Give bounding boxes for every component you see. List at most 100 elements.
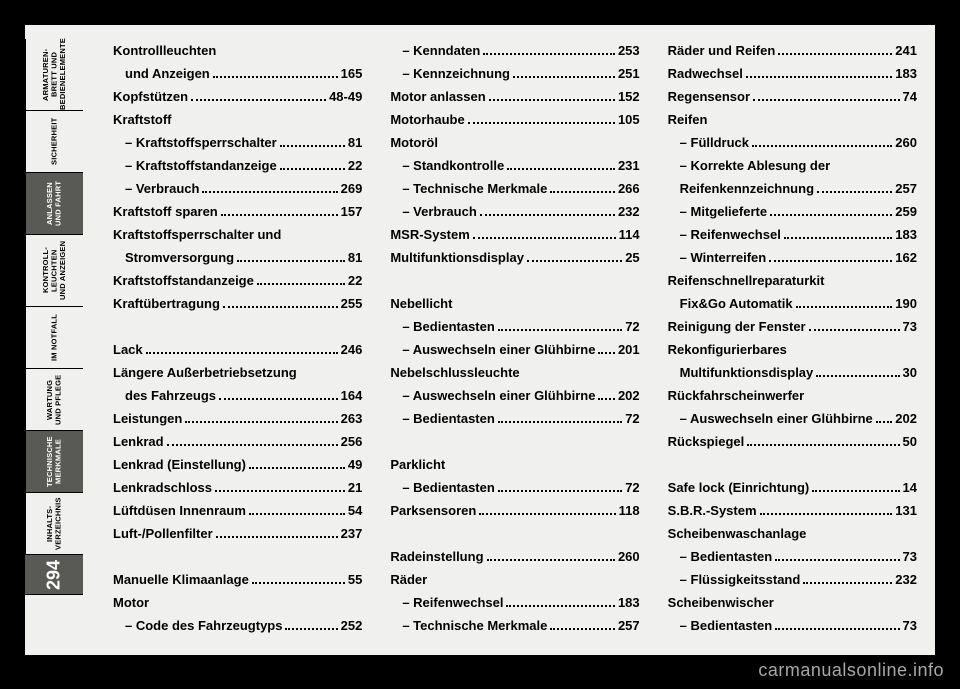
index-entry: – Korrekte Ablesung der — [668, 154, 917, 177]
index-entry: – Technische Merkmale 266 — [390, 177, 639, 200]
index-entry: des Fahrzeugs164 — [113, 384, 362, 407]
index-entry-label: Multifunktionsdisplay — [390, 246, 524, 269]
index-entry-label: – Kenndaten — [402, 39, 480, 62]
index-entry-label: Multifunktionsdisplay — [680, 361, 814, 384]
index-entry-page: 256 — [341, 430, 363, 453]
index-entry: – Auswechseln einer Glühbirne202 — [668, 407, 917, 430]
leader-dots — [747, 444, 899, 446]
index-entry-label: Rückspiegel — [668, 430, 745, 453]
index-entry-label: Motorhaube — [390, 108, 464, 131]
index-entry: – Reifenwechsel183 — [390, 591, 639, 614]
index-entry-label: – Verbrauch — [125, 177, 199, 200]
index-entry-page: 55 — [348, 568, 362, 591]
index-entry-page: 81 — [348, 131, 362, 154]
index-entry-label: Radeinstellung — [390, 545, 483, 568]
index-entry-label: Reifenschnellreparaturkit — [668, 269, 825, 292]
index-entry-label: Radwechsel — [668, 62, 743, 85]
index-entry-label: – Auswechseln einer Glühbirne — [402, 384, 595, 407]
index-entry: Kraftstoffsperrschalter und — [113, 223, 362, 246]
index-entry: Manuelle Klimaanlage55 — [113, 568, 362, 591]
leader-dots — [498, 329, 622, 331]
index-entry-label: – Verbrauch — [402, 200, 476, 223]
leader-dots — [249, 513, 345, 515]
index-entry: – Kennzeichnung251 — [390, 62, 639, 85]
index-heading-label: Motor — [113, 591, 149, 614]
index-heading-label: Räder — [390, 568, 427, 591]
index-entry: – Kenndaten253 — [390, 39, 639, 62]
index-heading: Parklicht — [390, 453, 639, 476]
index-entry: Motorhaube105 — [390, 108, 639, 131]
index-entry: – Mitgelieferte259 — [668, 200, 917, 223]
leader-dots — [487, 559, 615, 561]
leader-dots — [507, 168, 615, 170]
index-entry-label: Lenkrad — [113, 430, 164, 453]
index-entry-label: Reinigung der Fenster — [668, 315, 806, 338]
index-entry: – Verbrauch269 — [113, 177, 362, 200]
side-tab: SICHERHEIT — [25, 111, 83, 173]
index-entry-page: 266 — [618, 177, 640, 200]
index-heading-label: Rückfahrscheinwerfer — [668, 384, 805, 407]
index-heading: Nebelschlussleuchte — [390, 361, 639, 384]
watermark: carmanualsonline.info — [758, 660, 944, 681]
index-entry-label: – Kennzeichnung — [402, 62, 510, 85]
index-entry-page: 246 — [341, 338, 363, 361]
index-entry-label: – Technische Merkmale — [402, 177, 547, 200]
index-entry: – Bedientasten73 — [668, 545, 917, 568]
index-entry: – Reifenwechsel183 — [668, 223, 917, 246]
index-entry-page: 257 — [895, 177, 917, 200]
index-heading: Räder — [390, 568, 639, 591]
index-entry: Lenkrad (Einstellung)49 — [113, 453, 362, 476]
index-entry-page: 72 — [625, 476, 639, 499]
index-entry-page: 255 — [341, 292, 363, 315]
leader-dots — [803, 582, 892, 584]
index-entry-page: 164 — [341, 384, 363, 407]
index-heading: Scheibenwischer — [668, 591, 917, 614]
index-column-1: Kontrollleuchtenund Anzeigen165Kopfstütz… — [113, 39, 362, 645]
index-entry-label: MSR-System — [390, 223, 469, 246]
index-entry-page: 72 — [625, 407, 639, 430]
leader-dots — [215, 490, 345, 492]
index-entry-label: S.B.R.-System — [668, 499, 757, 522]
index-entry-label: Kraftstoff sparen — [113, 200, 218, 223]
index-entry-page: 165 — [341, 62, 363, 85]
index-entry: – Auswechseln einer Glühbirne202 — [390, 384, 639, 407]
spacer — [113, 545, 362, 568]
leader-dots — [219, 398, 338, 400]
index-column-3: Räder und Reifen241Radwechsel183Regensen… — [668, 39, 917, 645]
index-entry: und Anzeigen165 — [113, 62, 362, 85]
leader-dots — [796, 306, 893, 308]
index-content: Kontrollleuchtenund Anzeigen165Kopfstütz… — [83, 25, 935, 655]
index-entry: Lenkradschloss21 — [113, 476, 362, 499]
index-entry-label: Fix&Go Automatik — [680, 292, 793, 315]
index-entry-page: 48-49 — [329, 85, 362, 108]
index-entry-page: 74 — [903, 85, 917, 108]
index-entry-label: – Bedientasten — [680, 545, 772, 568]
index-heading: Kraftstoff — [113, 108, 362, 131]
index-entry-label: Motor anlassen — [390, 85, 485, 108]
index-heading-label: Reifen — [668, 108, 708, 131]
leader-dots — [550, 191, 615, 193]
index-entry-page: 50 — [903, 430, 917, 453]
index-entry-page: 14 — [903, 476, 917, 499]
index-entry: Rückspiegel 50 — [668, 430, 917, 453]
index-entry: Reinigung der Fenster73 — [668, 315, 917, 338]
leader-dots — [876, 421, 892, 423]
index-entry: Reifenschnellreparaturkit — [668, 269, 917, 292]
leader-dots — [498, 490, 622, 492]
index-entry-label: Safe lock (Einrichtung) — [668, 476, 810, 499]
leader-dots — [249, 467, 345, 469]
leader-dots — [598, 398, 614, 400]
leader-dots — [167, 444, 338, 446]
index-entry: Leistungen263 — [113, 407, 362, 430]
index-entry-page: 201 — [618, 338, 640, 361]
index-entry-label: – Fülldruck — [680, 131, 749, 154]
spacer — [390, 522, 639, 545]
index-entry: Parksensoren118 — [390, 499, 639, 522]
leader-dots — [550, 628, 615, 630]
index-entry-label: Lack — [113, 338, 143, 361]
index-entry: – Bedientasten72 — [390, 407, 639, 430]
index-entry: Kraftstoffstandanzeige22 — [113, 269, 362, 292]
leader-dots — [598, 352, 614, 354]
leader-dots — [285, 628, 337, 630]
index-entry-label: Lenkrad (Einstellung) — [113, 453, 246, 476]
